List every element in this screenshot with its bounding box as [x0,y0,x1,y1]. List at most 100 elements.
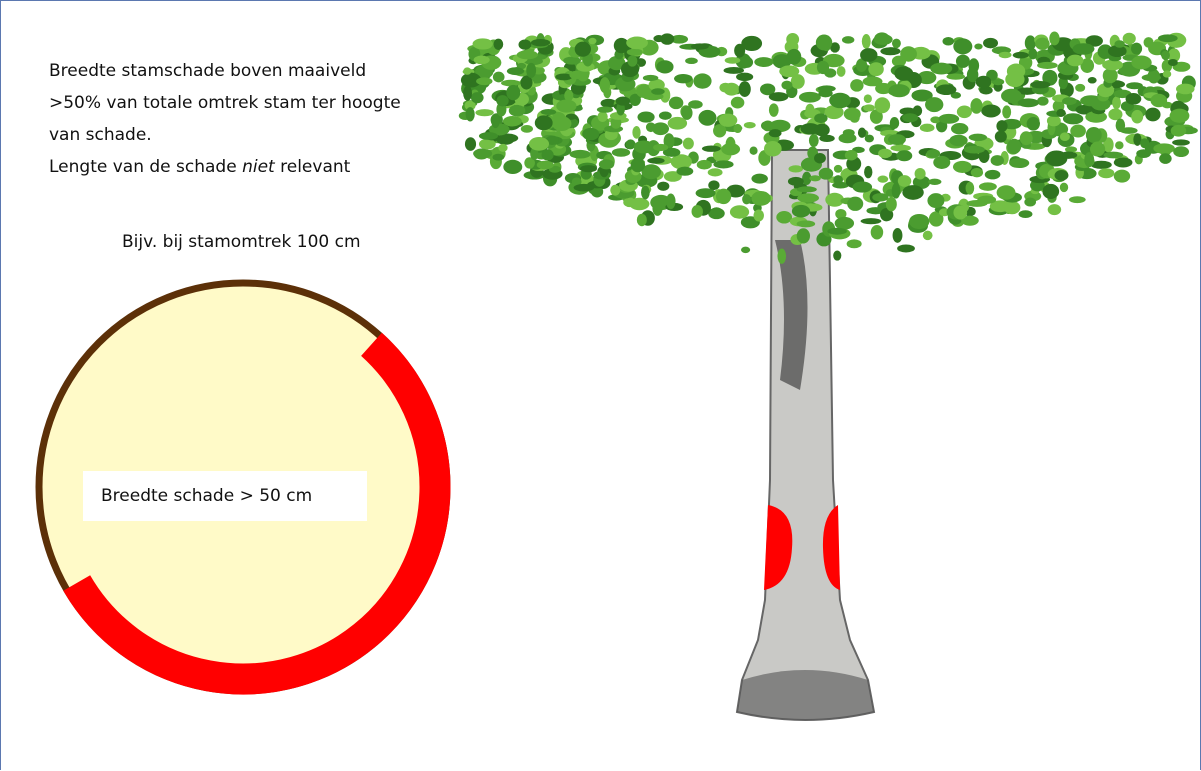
leaf [503,160,522,174]
emphasis: niet [242,157,275,177]
leaf [787,49,802,65]
leaf [1042,184,1059,199]
leaf [1018,98,1039,107]
canopy [459,32,1198,264]
leaf [1025,35,1036,50]
leaf [898,175,911,187]
leaf [685,58,698,64]
leaf [909,214,929,229]
leaf [928,179,941,185]
leaf [733,124,741,133]
leaf [1007,139,1021,154]
leaf [818,85,836,92]
leaf [651,88,665,95]
leaf [666,194,676,210]
leaf [702,145,721,151]
damage-label: Breedte schade > 50 cm [83,471,367,521]
leaf [582,128,599,140]
leaf [1024,198,1036,207]
leaf [777,249,786,264]
leaf [1168,59,1178,66]
leaf [462,75,475,83]
leaf [612,148,630,157]
leaf [792,205,810,218]
leaf [1126,93,1142,105]
leaf [531,39,550,46]
leaf [805,104,814,116]
leaf [741,57,753,68]
leaf [616,97,631,106]
leaf [897,244,915,252]
leaf [890,145,910,152]
leaf [632,126,640,139]
leaf [526,63,536,78]
leaf [471,92,484,103]
description-line: Breedte stamschade boven maaiveld [49,55,401,87]
text: relevant [280,157,350,177]
leaf [627,49,643,56]
leaf [894,66,913,80]
leaf [1098,168,1114,178]
leaf [1037,62,1058,69]
leaf [741,36,762,51]
leaf [552,116,571,131]
leaf [927,149,941,158]
leaf [949,135,967,146]
leaf [725,57,741,64]
leaf [874,34,893,45]
leaf [637,214,647,227]
leaf [844,108,861,121]
leaf [789,165,804,172]
leaf [1002,105,1011,118]
leaf [556,100,576,113]
leaf [769,129,782,137]
example-caption: Bijv. bij stamomtrek 100 cm [122,232,361,252]
leaf [896,150,912,161]
leaf [610,185,620,196]
leaf [995,131,1007,143]
leaf [708,168,723,176]
leaf [861,218,882,224]
leaf [1150,94,1167,107]
leaf [1142,74,1161,81]
leaf [786,33,799,46]
leaf [862,34,871,49]
leaf [466,107,475,121]
leaf [739,81,751,97]
leaf [925,97,943,112]
leaf [827,228,847,235]
leaf [880,47,900,55]
root-flare [737,670,874,720]
leaf [847,239,862,248]
leaf [930,63,952,75]
leaf [953,205,967,219]
leaf [597,106,613,112]
leaf [1060,132,1070,141]
leaf [917,47,927,58]
leaf [1060,183,1068,192]
leaf [878,176,889,183]
leaf [850,79,863,92]
leaf [724,67,744,74]
leaf [971,168,983,177]
leaf [641,186,650,200]
leaf [864,166,872,178]
leaf [674,74,692,83]
leaf [964,146,985,154]
leaf [693,73,711,88]
leaf [1171,125,1187,137]
leaf [976,76,992,88]
leaf [996,120,1007,132]
leaf [476,77,492,85]
leaf [721,143,740,155]
leaf [956,55,970,68]
leaf [865,135,874,143]
leaf [1005,72,1024,88]
leaf [659,111,672,119]
leaf [1001,89,1022,103]
leaf [741,247,750,253]
leaf [892,183,901,199]
leaf [985,170,1001,180]
description-line: van schade. [49,119,401,151]
leaf [953,161,972,173]
